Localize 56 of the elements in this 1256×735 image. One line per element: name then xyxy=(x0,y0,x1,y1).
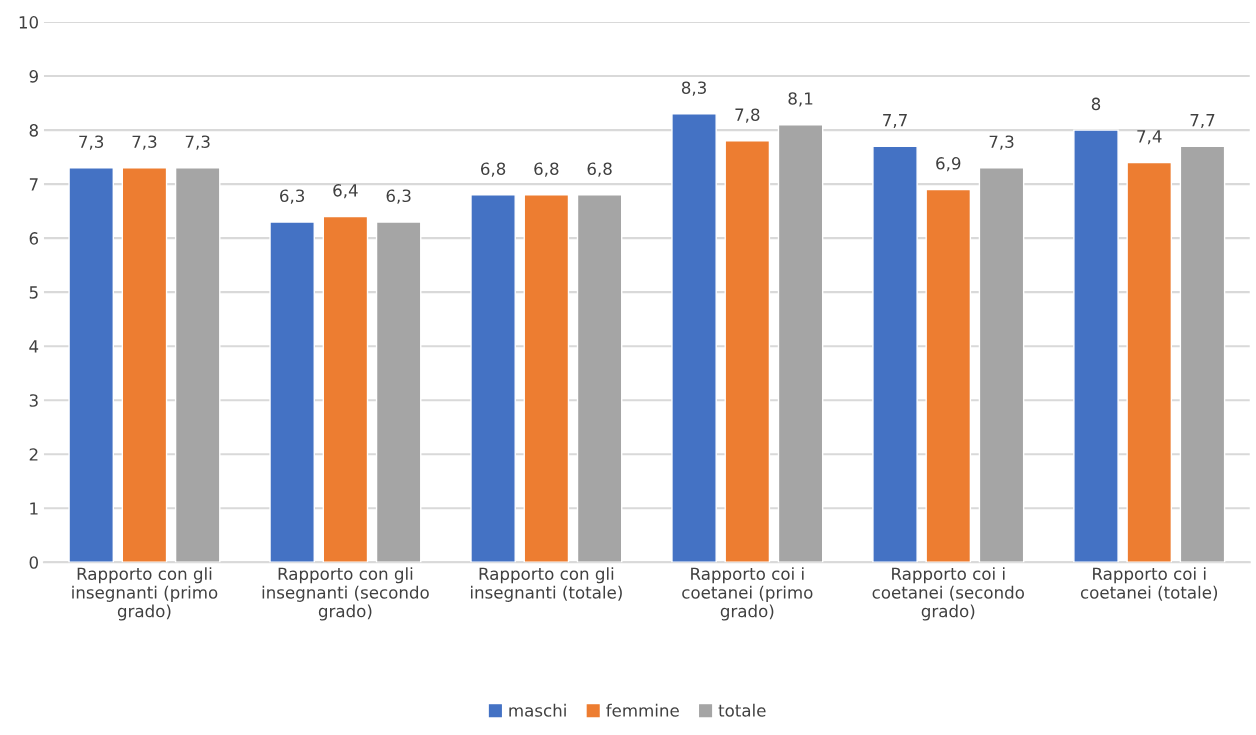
bar xyxy=(872,145,918,563)
data-label: 7,3 xyxy=(185,135,210,150)
y-tick-label: 0 xyxy=(29,556,38,569)
y-tick-label: 4 xyxy=(29,340,39,353)
x-tick-label: Rapporto con gli insegnanti (primo grado) xyxy=(72,567,218,621)
data-label: 7,7 xyxy=(1190,114,1215,129)
y-tick-label: 9 xyxy=(29,70,38,83)
data-label: 6,8 xyxy=(534,162,559,177)
legend-label: totale xyxy=(718,703,766,717)
data-label: 7,3 xyxy=(79,135,104,150)
bar xyxy=(671,113,717,563)
data-label: 7,4 xyxy=(1137,130,1162,145)
data-label: 6,3 xyxy=(386,189,411,204)
legend-label: femmine xyxy=(606,703,679,717)
y-tick-label: 7 xyxy=(29,178,38,191)
data-label: 7,8 xyxy=(735,108,760,123)
bar xyxy=(523,194,570,563)
y-tick-label: 3 xyxy=(29,394,38,407)
y-tick-label: 2 xyxy=(29,448,38,461)
bar xyxy=(978,167,1025,563)
bar xyxy=(1179,145,1226,563)
y-tick-label: 8 xyxy=(29,124,38,137)
x-tick-label: Rapporto coi i coetanei (secondo grado) xyxy=(872,567,1024,621)
data-label: 6,4 xyxy=(333,184,358,199)
y-tick-label: 1 xyxy=(30,502,38,515)
y-tick-label: 6 xyxy=(29,232,39,245)
y-tick-label: 10 xyxy=(19,16,38,29)
bar xyxy=(174,167,221,563)
x-tick-label: Rapporto coi i coetanei (primo grado) xyxy=(682,567,813,621)
data-label: 8 xyxy=(1091,97,1101,111)
bar xyxy=(470,194,516,563)
data-label: 6,8 xyxy=(587,162,612,177)
bar xyxy=(777,123,824,563)
x-tick-label: Rapporto coi i coetanei (totale) xyxy=(1080,567,1218,601)
bar xyxy=(269,221,315,563)
data-label: 6,8 xyxy=(481,162,506,177)
bar xyxy=(322,215,369,563)
data-label: 7,7 xyxy=(883,114,907,129)
bar xyxy=(925,188,972,563)
bar xyxy=(375,221,422,563)
bar xyxy=(1073,129,1119,563)
data-label: 7,3 xyxy=(132,135,157,150)
bar xyxy=(121,167,168,563)
x-tick-label: Rapporto con gli insegnanti (secondo grado) xyxy=(262,567,429,621)
data-label: 8,3 xyxy=(681,81,706,96)
y-tick-label: 5 xyxy=(29,286,38,299)
x-tick-label: Rapporto con gli insegnanti (totale) xyxy=(470,567,622,602)
data-label: 8,1 xyxy=(788,92,813,107)
bar xyxy=(724,140,771,563)
data-label: 6,9 xyxy=(936,157,961,172)
bar xyxy=(68,167,114,563)
legend-label: maschi xyxy=(509,703,566,717)
data-label: 7,3 xyxy=(989,135,1014,150)
bar xyxy=(576,194,623,563)
data-label: 6,3 xyxy=(280,189,305,204)
bar xyxy=(1126,161,1173,563)
